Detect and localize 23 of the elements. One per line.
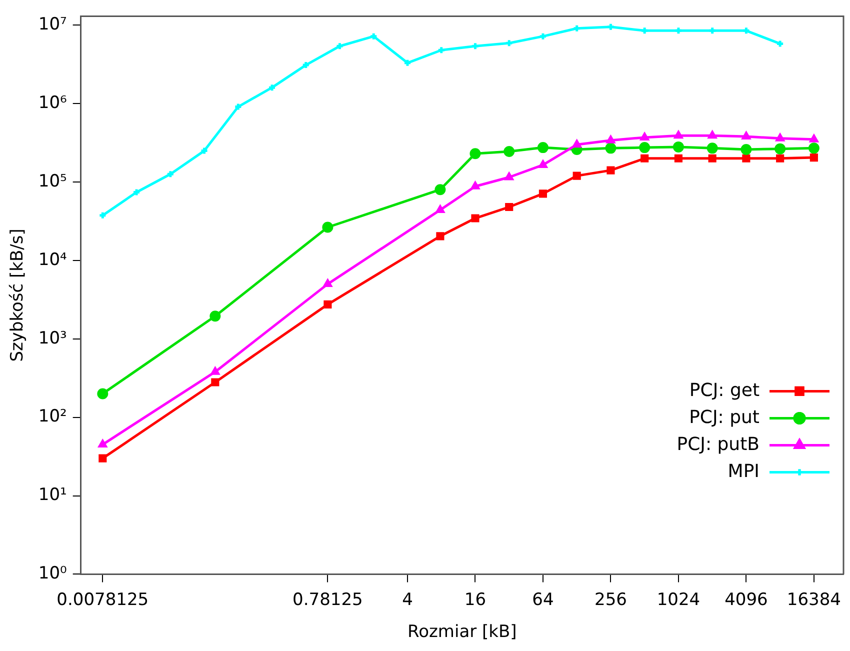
x-tick-label: 0.78125: [292, 590, 363, 610]
x-tick-label: 64: [532, 590, 554, 610]
y-tick-label: 10¹: [38, 485, 67, 506]
y-tick-label: 10⁶: [38, 92, 68, 113]
y-tick-label: 10²: [38, 406, 67, 427]
legend-label: PCJ: putB: [676, 434, 760, 455]
y-tick-label: 10⁷: [38, 14, 68, 35]
y-axis-title: Szybkość [kB/s]: [8, 228, 28, 362]
y-tick-label: 10⁵: [38, 171, 67, 192]
y-tick-label: 10⁴: [38, 250, 68, 270]
legend-label: MPI: [728, 460, 760, 482]
x-tick-label: 4096: [724, 590, 768, 610]
x-tick-label: 16384: [786, 590, 841, 610]
x-axis-title: Rozmiar [kB]: [408, 622, 517, 642]
x-tick-label: 4: [402, 590, 413, 610]
x-tick-label: 16: [464, 590, 486, 610]
y-tick-label: 10⁰: [38, 564, 68, 584]
x-tick-label: 1024: [656, 590, 700, 610]
x-tick-label: 0.0078125: [56, 590, 149, 610]
legend-label: PCJ: get: [689, 380, 760, 401]
x-tick-label: 256: [594, 590, 627, 610]
legend-label: PCJ: put: [689, 406, 760, 428]
y-tick-label: 10³: [38, 328, 67, 348]
